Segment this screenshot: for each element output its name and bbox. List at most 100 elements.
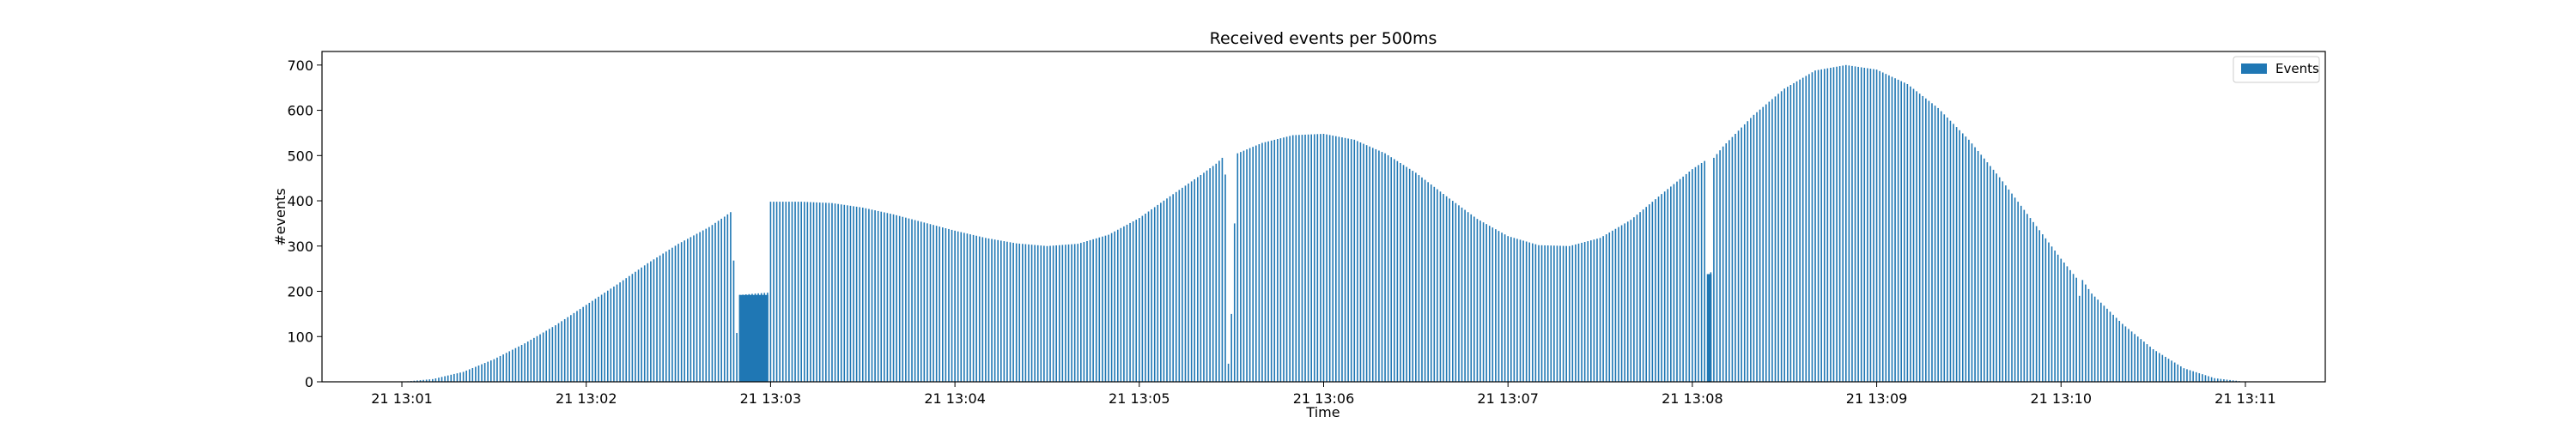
bar-468 <box>1842 65 1844 382</box>
bar-325 <box>1402 165 1405 382</box>
bar-124 <box>785 202 787 382</box>
bar-390 <box>1602 236 1604 382</box>
bar-530 <box>2032 221 2034 382</box>
bar-11 <box>438 378 440 382</box>
bar-161 <box>898 215 901 382</box>
bar-198 <box>1012 242 1014 382</box>
bar-233 <box>1120 227 1122 382</box>
bar-517 <box>1992 169 1995 382</box>
bar-22 <box>471 367 474 382</box>
bar-522 <box>2008 189 2010 382</box>
bar-269 <box>1230 313 1232 382</box>
bar-460 <box>1817 69 1820 383</box>
bar-202 <box>1024 244 1027 382</box>
bar-452 <box>1793 82 1795 383</box>
bar-184 <box>969 234 971 382</box>
bar-408 <box>1657 196 1660 382</box>
bar-337 <box>1439 191 1442 382</box>
bar-540 <box>2063 262 2065 382</box>
bar-245 <box>1157 204 1159 382</box>
bar-89 <box>677 244 679 382</box>
bar-205 <box>1034 245 1036 382</box>
bar-317 <box>1378 150 1380 382</box>
bar-73 <box>629 275 630 382</box>
bar-20 <box>465 370 467 382</box>
bar-440 <box>1756 112 1758 382</box>
bar-474 <box>1860 67 1862 383</box>
bar-281 <box>1267 141 1269 383</box>
legend-label-events: Events <box>2275 61 2319 76</box>
bar-367 <box>1532 243 1534 382</box>
bar-188 <box>981 237 984 382</box>
bar-255 <box>1188 183 1189 382</box>
bar-351 <box>1482 222 1485 382</box>
bar-241 <box>1145 214 1146 382</box>
bar-141 <box>837 203 839 382</box>
bar-349 <box>1476 219 1479 382</box>
bar-456 <box>1805 76 1807 382</box>
bar-475 <box>1863 67 1866 383</box>
bar-97 <box>702 230 704 382</box>
bar-560 <box>2124 326 2127 382</box>
bar-276 <box>1252 147 1254 382</box>
bar-47 <box>548 329 550 382</box>
bar-260 <box>1203 172 1205 382</box>
bar-580 <box>2186 369 2188 382</box>
bar-448 <box>1780 91 1783 382</box>
bar-289 <box>1291 135 1294 382</box>
bar-454 <box>1799 79 1801 382</box>
bar-275 <box>1249 148 1251 382</box>
bar-35 <box>512 349 513 382</box>
bar-306 <box>1344 137 1346 383</box>
bar-168 <box>920 221 922 382</box>
bar-41 <box>530 339 532 382</box>
bar-386 <box>1590 240 1592 382</box>
bar-231 <box>1114 231 1115 382</box>
bar-270 <box>1233 223 1236 382</box>
bar-294 <box>1307 134 1309 382</box>
bar-82 <box>656 257 658 382</box>
bar-279 <box>1261 142 1263 382</box>
bar-77 <box>641 267 642 382</box>
bar-350 <box>1479 221 1481 382</box>
bar-374 <box>1553 245 1555 382</box>
bar-206 <box>1036 245 1039 382</box>
bar-194 <box>999 240 1002 382</box>
bar-83 <box>659 255 661 382</box>
bar-490 <box>1910 86 1911 383</box>
bar-398 <box>1626 221 1629 382</box>
bar-407 <box>1655 199 1656 382</box>
bar-283 <box>1273 139 1276 382</box>
bar-439 <box>1753 114 1755 382</box>
bar-128 <box>797 202 799 382</box>
bar-183 <box>966 233 969 382</box>
bar-169 <box>923 222 926 382</box>
bar-232 <box>1116 229 1119 382</box>
bar-498 <box>1934 106 1936 382</box>
bar-56 <box>576 311 578 382</box>
bar-410 <box>1663 191 1666 382</box>
bar-338 <box>1443 194 1444 382</box>
bar-103 <box>720 218 722 382</box>
bar-590 <box>2216 378 2219 382</box>
bar-107 <box>732 260 735 382</box>
bar-27 <box>487 361 489 382</box>
dense-bar-block-1 <box>1706 274 1712 382</box>
bar-127 <box>794 202 796 382</box>
bar-346 <box>1467 212 1469 382</box>
bar-272 <box>1240 152 1242 382</box>
bar-516 <box>1990 166 1991 382</box>
bar-147 <box>855 206 858 382</box>
bar-383 <box>1581 242 1583 382</box>
bar-477 <box>1869 69 1872 382</box>
bar-262 <box>1209 168 1211 382</box>
bar-524 <box>2014 197 2016 382</box>
bar-139 <box>831 202 833 382</box>
bar-282 <box>1270 140 1273 382</box>
y-tick-label-100: 100 <box>287 329 313 345</box>
bar-388 <box>1596 239 1598 382</box>
bar-404 <box>1645 207 1648 382</box>
bar-108 <box>736 333 738 382</box>
bar-160 <box>896 214 897 382</box>
